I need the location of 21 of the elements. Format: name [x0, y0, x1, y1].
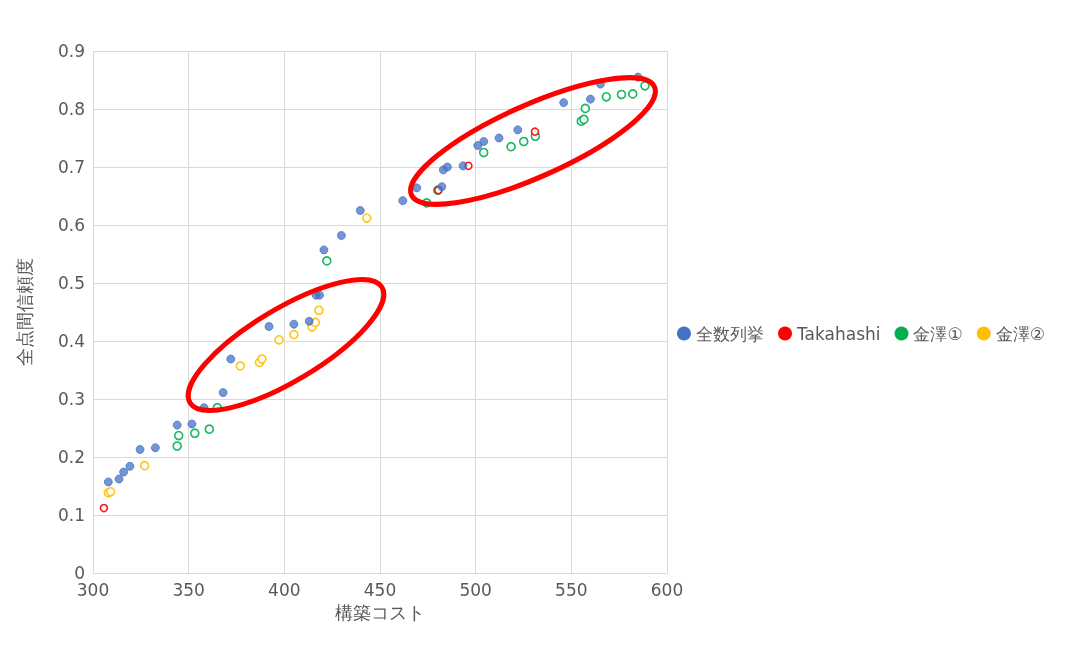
y-tick-label: 0.6	[57, 215, 85, 235]
y-tick-label: 0.5	[57, 273, 85, 293]
y-tick-label: 0.4	[57, 331, 85, 351]
x-tick-label: 500	[459, 579, 492, 600]
y-tick-label: 0.3	[57, 389, 85, 409]
legend-label: 全数列挙	[696, 323, 764, 344]
x-tick-label: 550	[555, 579, 588, 600]
y-tick-label: 0.8	[57, 99, 85, 119]
x-tick-label: 450	[363, 579, 397, 600]
y-axis-title: 全点間信頼度	[13, 258, 35, 366]
y-tick-label: 0.1	[57, 505, 85, 525]
x-tick-label: 600	[650, 579, 684, 600]
legend-label: 金澤②	[995, 323, 1045, 344]
x-tick-label: 400	[268, 579, 301, 600]
y-tick-label: 0.9	[57, 41, 85, 61]
x-axis-title: 構築コスト	[335, 601, 425, 623]
y-tick-label: 0.2	[57, 447, 85, 467]
legend-label: 金澤①	[913, 323, 963, 344]
y-tick-label: 0.7	[57, 157, 85, 177]
legend-label: Takahashi	[796, 323, 881, 344]
x-tick-label: 350	[172, 579, 205, 600]
